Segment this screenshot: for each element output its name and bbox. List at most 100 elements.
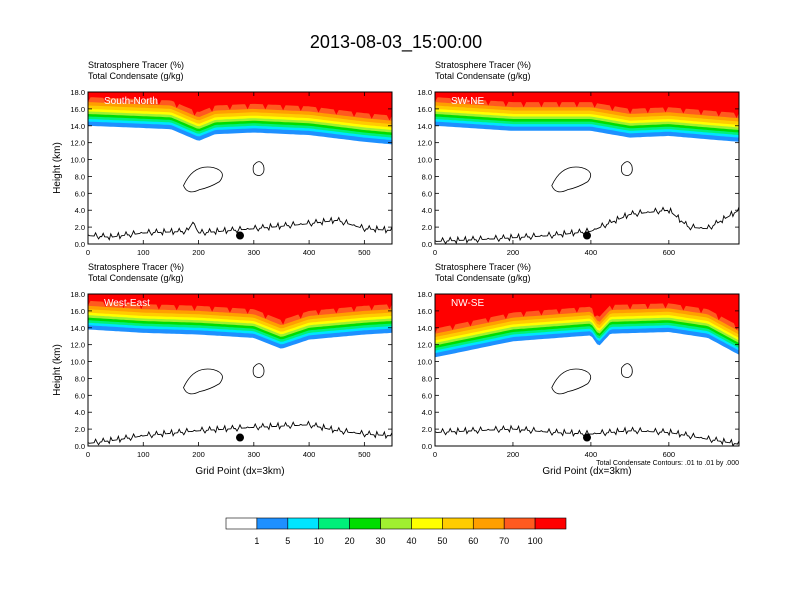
colorbar-label: 60	[468, 536, 478, 546]
panel-header-tracer: Stratosphere Tracer (%)	[88, 262, 184, 272]
y-tick-label: 0.0	[422, 442, 432, 451]
y-tick-label: 8.0	[422, 172, 432, 181]
colorbar-label: 30	[376, 536, 386, 546]
tracer-fill	[88, 294, 392, 446]
colorbar-label: 5	[285, 536, 290, 546]
y-tick-label: 8.0	[75, 374, 85, 383]
panel-label: West-East	[104, 298, 150, 309]
colorbar-swatch	[472, 517, 505, 530]
tracer-fill	[435, 92, 739, 244]
y-tick-label: 2.0	[422, 425, 432, 434]
x-tick-label: 300	[248, 450, 261, 459]
y-tick-label: 18.0	[417, 88, 432, 97]
colorbar-swatch	[287, 517, 320, 530]
x-tick-label: 0	[86, 450, 90, 459]
panel-header-condensate: Total Condensate (g/kg)	[435, 71, 531, 81]
x-tick-label: 300	[248, 248, 261, 257]
y-tick-label: 12.0	[417, 139, 432, 148]
y-tick-label: 4.0	[75, 206, 85, 215]
y-tick-label: 6.0	[422, 391, 432, 400]
condensate-contour	[183, 166, 223, 193]
condensate-contour	[621, 363, 633, 379]
x-tick-label: 600	[663, 450, 676, 459]
location-marker	[583, 231, 591, 240]
colorbar-swatch	[503, 517, 536, 530]
y-tick-label: 18.0	[417, 290, 432, 299]
panel-nw-se: Stratosphere Tracer (%)Total Condensate …	[417, 262, 740, 477]
y-tick-label: 18.0	[70, 290, 85, 299]
x-tick-label: 200	[192, 248, 205, 257]
panel-south-north: Stratosphere Tracer (%)Total Condensate …	[52, 60, 393, 257]
x-tick-label: 400	[303, 450, 316, 459]
y-tick-label: 2.0	[422, 223, 432, 232]
y-tick-label: 6.0	[75, 189, 85, 198]
panel-header-condensate: Total Condensate (g/kg)	[435, 273, 531, 283]
colorbar-swatch	[534, 517, 567, 530]
panel-label: NW-SE	[451, 298, 484, 309]
plot-frame	[87, 91, 393, 245]
y-tick-label: 8.0	[75, 172, 85, 181]
y-tick-label: 10.0	[70, 156, 85, 165]
location-marker	[236, 231, 244, 240]
y-tick-label: 18.0	[70, 88, 85, 97]
condensate-contour	[183, 368, 223, 395]
y-axis-label: Height (km)	[52, 344, 63, 396]
colorbar-label: 50	[437, 536, 447, 546]
location-marker	[583, 433, 591, 442]
x-tick-label: 200	[192, 450, 205, 459]
y-tick-label: 0.0	[75, 240, 85, 249]
condensate-contour	[551, 368, 592, 395]
condensate-contour	[621, 161, 633, 177]
y-tick-label: 10.0	[70, 358, 85, 367]
x-tick-label: 0	[433, 450, 437, 459]
x-tick-label: 500	[358, 450, 371, 459]
colorbar-label: 20	[345, 536, 355, 546]
colorbar: 1 5 10 20 30 40 50 60 70 100	[225, 517, 567, 546]
colorbar-swatch	[411, 517, 443, 530]
condensate-contour	[551, 166, 592, 193]
y-tick-label: 0.0	[422, 240, 432, 249]
y-tick-label: 12.0	[417, 341, 432, 350]
colorbar-label: 100	[528, 536, 543, 546]
y-tick-label: 14.0	[70, 122, 85, 131]
y-tick-label: 12.0	[70, 139, 85, 148]
y-tick-label: 4.0	[422, 206, 432, 215]
tracer-fill	[88, 92, 392, 241]
x-tick-label: 400	[585, 450, 598, 459]
panel-label: SW-NE	[451, 96, 484, 107]
condensate-contour	[252, 161, 265, 177]
x-tick-label: 400	[585, 248, 598, 257]
tracer-fill	[435, 294, 739, 446]
y-tick-label: 6.0	[422, 189, 432, 198]
y-tick-label: 2.0	[75, 223, 85, 232]
figure-title: 2013-08-03_15:00:00	[310, 32, 482, 53]
plot-frame	[87, 293, 393, 447]
x-tick-label: 400	[303, 248, 316, 257]
colorbar-label: 10	[314, 536, 324, 546]
x-tick-label: 500	[358, 248, 371, 257]
plot-frame	[434, 293, 740, 447]
colorbar-label: 70	[499, 536, 509, 546]
colorbar-swatch	[225, 517, 258, 530]
y-tick-label: 14.0	[417, 122, 432, 131]
tracer-band-10	[435, 92, 739, 118]
y-tick-label: 4.0	[75, 408, 85, 417]
y-tick-label: 8.0	[422, 374, 432, 383]
panel-label: South-North	[104, 96, 158, 107]
y-tick-label: 16.0	[417, 105, 432, 114]
y-tick-label: 6.0	[75, 391, 85, 400]
x-axis-label: Grid Point (dx=3km)	[195, 466, 284, 477]
panel-sw-ne: Stratosphere Tracer (%)Total Condensate …	[417, 60, 740, 257]
panel-west-east: Stratosphere Tracer (%)Total Condensate …	[52, 262, 393, 477]
y-tick-label: 14.0	[417, 324, 432, 333]
x-tick-label: 100	[137, 248, 150, 257]
y-tick-label: 10.0	[417, 358, 432, 367]
x-tick-label: 100	[137, 450, 150, 459]
x-axis-label: Grid Point (dx=3km)	[542, 466, 631, 477]
terrain-line	[88, 216, 392, 241]
tracer-band-10	[88, 92, 392, 121]
panel-header-tracer: Stratosphere Tracer (%)	[435, 262, 531, 272]
tracer-band-10	[435, 294, 739, 334]
terrain-line	[88, 420, 392, 446]
